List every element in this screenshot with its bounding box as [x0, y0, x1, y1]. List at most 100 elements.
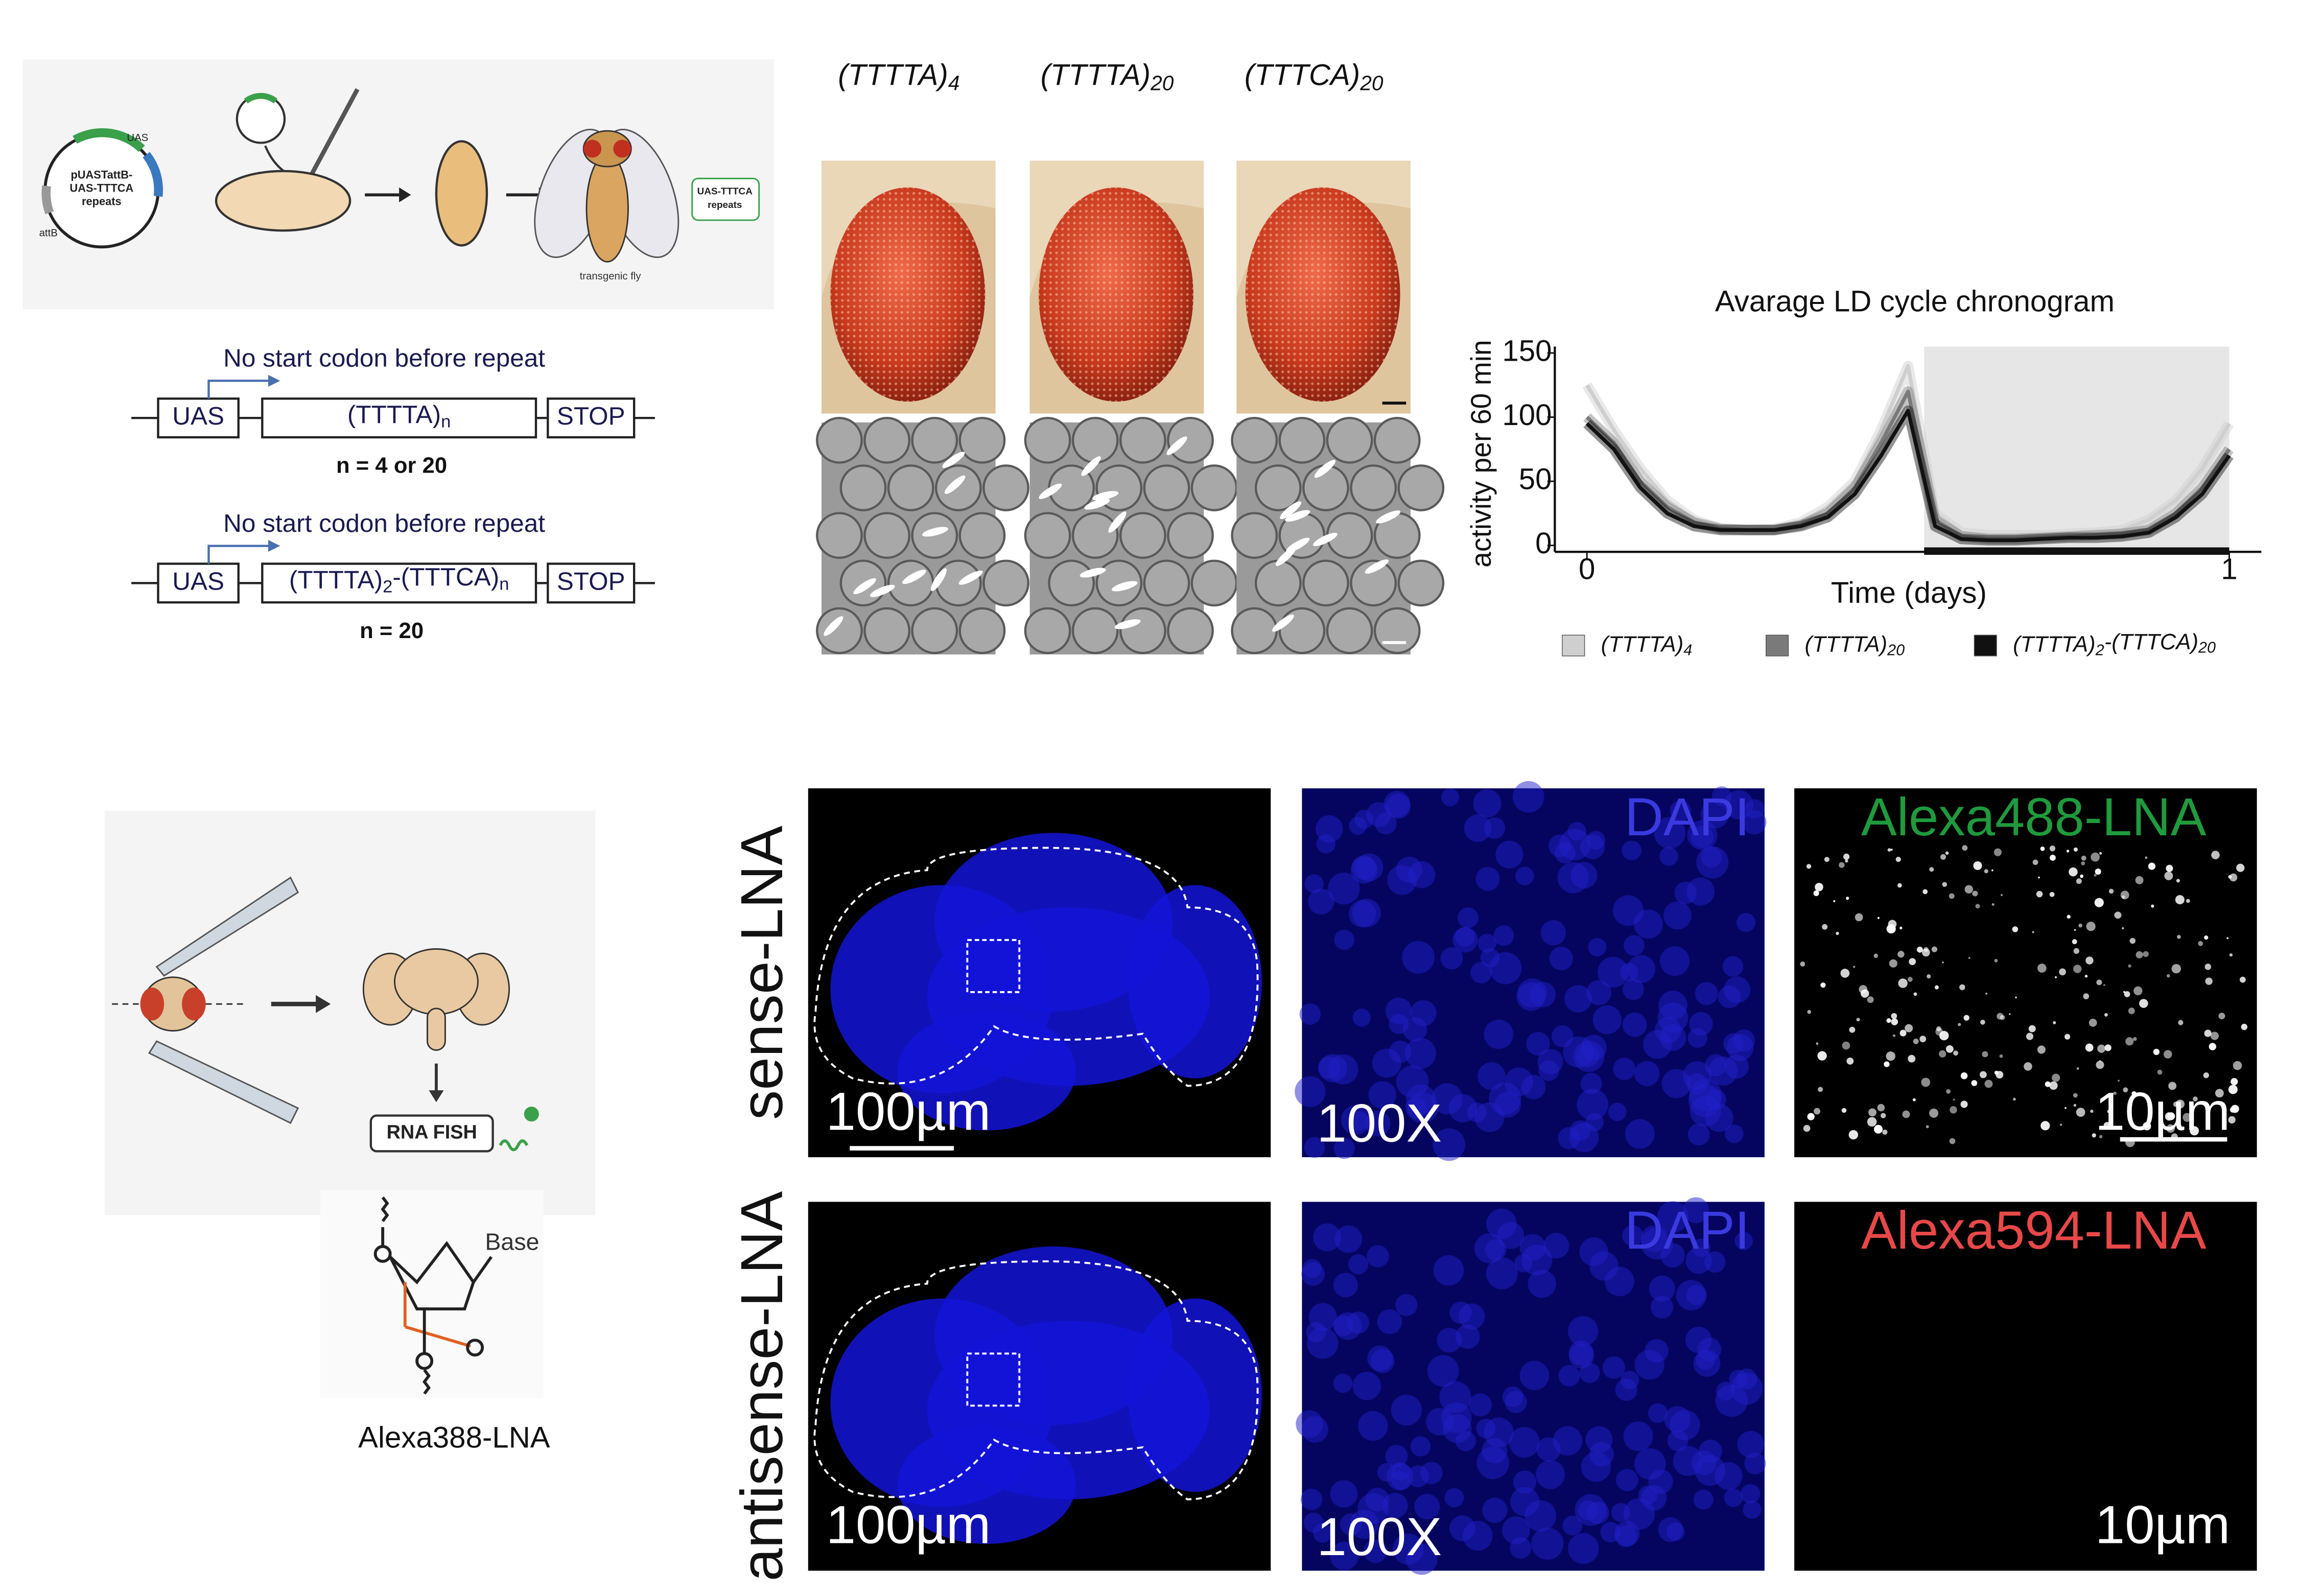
signal-spot: [2157, 1069, 2163, 1075]
nucleus: [1736, 1368, 1757, 1390]
ommatidium: [1119, 512, 1166, 559]
signal-spot: [1999, 1054, 2003, 1058]
signal-spot: [1818, 1087, 1823, 1092]
text-part: (TTTTA): [1041, 59, 1151, 92]
signal-spot: [1949, 1138, 1956, 1144]
bristle: [1092, 491, 1119, 501]
promoter-label: UAS: [172, 402, 224, 430]
signal-spot: [1962, 845, 1968, 851]
nucleus: [1475, 866, 1500, 891]
bond: [381, 1196, 389, 1223]
nucleus: [1623, 1498, 1655, 1530]
bristle: [958, 570, 983, 585]
signal-spot: [2049, 891, 2055, 897]
subscript: n: [441, 412, 451, 431]
signal-spot: [2028, 1025, 2036, 1032]
nucleus: [1299, 1003, 1321, 1025]
nucleus: [1659, 847, 1678, 866]
signal-spot: [1979, 1071, 1987, 1078]
nucleus: [1427, 1355, 1459, 1387]
signal-spot: [1886, 1018, 1891, 1023]
uas-box: [157, 397, 240, 439]
nucleus: [1623, 1421, 1653, 1451]
signal-spot: [2175, 1099, 2185, 1109]
signal-spot: [2080, 874, 2084, 878]
bristle: [853, 578, 876, 595]
signal-spot: [1958, 1023, 1961, 1026]
nucleus: [1351, 855, 1376, 880]
nucleus: [1745, 799, 1765, 819]
nucleus: [1441, 788, 1460, 807]
signal-spot: [2086, 922, 2096, 931]
nucleus: [1581, 1452, 1611, 1482]
eye-column: [816, 160, 1029, 655]
nucleus: [1469, 1393, 1492, 1417]
bristle: [1084, 499, 1110, 510]
signal-spot: [2073, 948, 2079, 954]
ommatidium: [1024, 512, 1071, 559]
signal-spot: [2209, 1043, 2217, 1050]
nucleus: [1685, 1326, 1712, 1353]
signal-spot: [2148, 862, 2155, 870]
repeat-label: (TTTTA)2-(TTTCA)n: [289, 563, 509, 596]
series-line: [1585, 389, 2231, 541]
nucleus: [1455, 927, 1475, 947]
nucleus: [1486, 1208, 1517, 1239]
signal-spot: [2040, 846, 2045, 851]
ommatidium: [839, 464, 887, 511]
signal-spot: [2090, 1110, 2094, 1113]
signal-spot: [2095, 869, 2101, 875]
subscript: 20: [2198, 639, 2216, 656]
nucleus: [1444, 1488, 1464, 1508]
signal-spot: [2166, 974, 2170, 978]
arrowhead: [268, 539, 280, 552]
nucleus: [1348, 900, 1376, 928]
signal-spot: [1849, 1026, 1856, 1033]
signal-spot: [2129, 937, 2136, 944]
legend-swatch: [1562, 635, 1585, 656]
nucleus: [1612, 895, 1644, 926]
nucleus: [1513, 1470, 1537, 1494]
bond: [472, 1256, 493, 1283]
signal-spot: [2228, 1116, 2236, 1124]
nucleus: [1701, 800, 1729, 829]
nucleus: [1433, 1255, 1464, 1286]
ommatidium: [958, 416, 1006, 464]
nucleus: [1650, 1296, 1674, 1319]
ommatidium: [816, 416, 863, 464]
oxygen: [373, 1245, 392, 1263]
nucleus: [1564, 985, 1592, 1013]
signal-spot: [2114, 911, 2122, 919]
nucleus: [1334, 929, 1354, 950]
signal-spot: [2037, 1045, 2046, 1054]
eye-column: [1231, 160, 1445, 655]
signal-spot: [2038, 876, 2040, 879]
nucleus: [1358, 1411, 1388, 1441]
signal-spot: [2050, 855, 2056, 861]
nucleus: [1622, 1225, 1644, 1247]
nucleus: [1567, 1316, 1599, 1347]
nucleus: [1657, 1002, 1688, 1034]
signal-spot: [2165, 1112, 2174, 1121]
nucleus: [1459, 1303, 1485, 1330]
nucleus: [1306, 1322, 1326, 1343]
signal-spot: [2131, 1091, 2137, 1096]
signal-spot: [2171, 964, 2181, 974]
nucleus: [1509, 1427, 1540, 1458]
bristle: [902, 570, 926, 584]
construct-1: [131, 374, 655, 439]
nucleus: [1528, 1270, 1556, 1298]
nucleus: [1385, 1445, 1408, 1468]
arrowhead: [268, 374, 280, 387]
signal-spot: [1993, 848, 2002, 856]
text-part: (TTTCA): [1245, 59, 1360, 92]
nucleus: [1744, 1452, 1766, 1474]
text-part: (TTTTA): [2013, 631, 2096, 656]
nucleus: [1592, 1005, 1622, 1035]
nucleus: [1484, 1019, 1514, 1049]
signal-spot: [2175, 895, 2185, 905]
signal-spot: [1846, 897, 1849, 900]
nucleus: [1367, 1345, 1393, 1371]
promoter-label: UAS: [172, 567, 224, 595]
signal-spot: [1908, 1054, 1916, 1063]
